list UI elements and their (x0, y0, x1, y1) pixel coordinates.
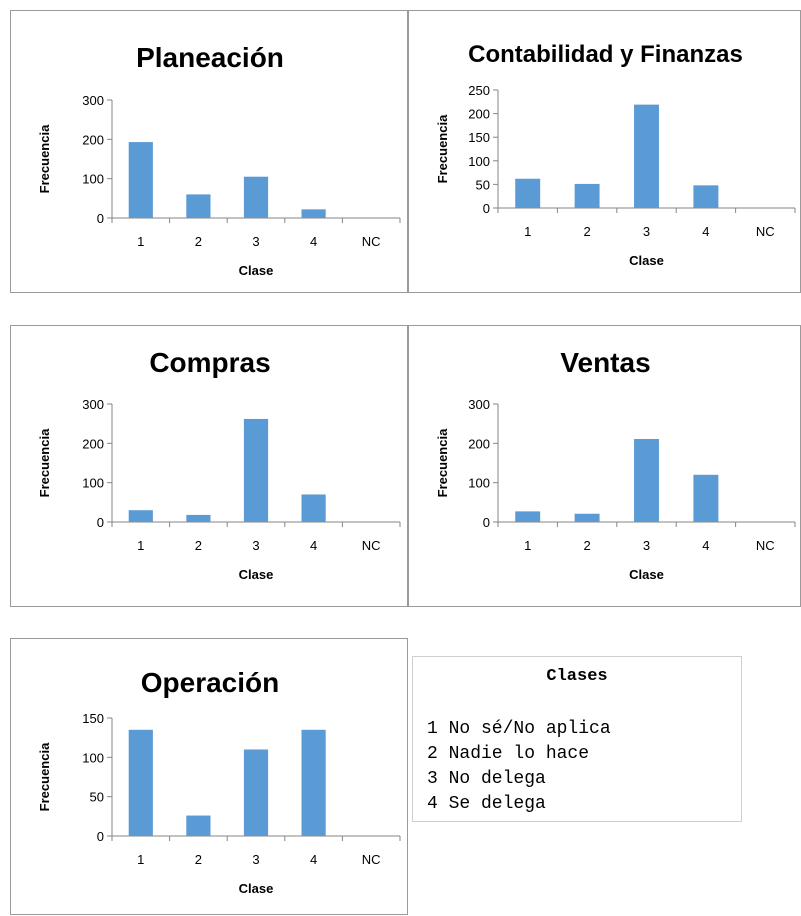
x-tick-label: 3 (252, 234, 259, 249)
y-tick-label: 150 (468, 130, 490, 145)
bar-1 (515, 178, 541, 208)
x-axis-label: Clase (629, 253, 664, 268)
bar-3 (243, 418, 269, 522)
y-axis-label: Frecuencia (37, 742, 52, 811)
x-tick-label: NC (756, 538, 775, 553)
chart-svg-ventas: Ventas 0 100 200 300 1 2 3 4 NC Clase Frecuencia (435, 347, 796, 582)
x-axis-label: Clase (239, 263, 274, 278)
clases-legend-box: Clases 1 No sé/No aplica 2 Nadie lo hace… (412, 656, 742, 822)
chart-svg-planeacion: Planeación 0 100 200 300 1 2 3 4 NC Clase Frecuenci… (37, 42, 401, 278)
x-axis-label: Clase (629, 567, 664, 582)
chart-panel-ventas: Ventas 0 100 200 300 1 2 3 4 NC Clase Frecuencia (408, 325, 801, 607)
y-tick-label: 100 (82, 172, 104, 187)
bar-4 (301, 209, 326, 218)
x-tick-label: 3 (252, 538, 259, 553)
y-tick-label: 300 (82, 93, 104, 108)
chart-panel-compras: Compras 0 100 200 300 1 2 3 4 NC Clase Frecuencia (10, 325, 408, 607)
y-tick-label: 100 (82, 750, 104, 765)
y-tick-label: 50 (476, 177, 490, 192)
y-tick-label: 200 (468, 107, 490, 122)
bar-1 (128, 729, 153, 836)
y-tick-label: 0 (97, 515, 104, 530)
x-tick-label: 4 (310, 852, 317, 867)
x-tick-label: 2 (583, 538, 590, 553)
y-tick-label: 250 (468, 83, 490, 98)
chart-svg-compras: Compras 0 100 200 300 1 2 3 4 NC Clase Frecuencia (37, 347, 401, 582)
legend-item-2: 2 Nadie lo hace (427, 744, 590, 764)
x-axis-label: Clase (239, 567, 274, 582)
chart-svg-contabilidad-y-finanzas: Contabilidad y Finanzas 0 50 100 150 200 250 1 2… (435, 41, 796, 268)
y-tick-label: 100 (82, 476, 104, 491)
x-tick-label: 3 (643, 224, 650, 239)
y-axis-label: Frecuencia (37, 124, 52, 193)
y-axis-label: Frecuencia (435, 114, 450, 183)
bar-3 (243, 176, 269, 218)
y-tick-label: 0 (97, 211, 104, 226)
x-tick-label: 2 (583, 224, 590, 239)
x-tick-label: NC (756, 224, 775, 239)
y-tick-label: 200 (82, 436, 104, 451)
y-tick-label: 100 (468, 476, 490, 491)
x-tick-label: 1 (524, 538, 531, 553)
chart-title: Compras (149, 347, 270, 378)
bar-1 (128, 510, 153, 522)
bar-3 (634, 104, 659, 208)
bar-4 (693, 185, 719, 208)
x-tick-label: 1 (524, 224, 531, 239)
bar-4 (693, 474, 719, 522)
x-tick-label: 2 (195, 538, 202, 553)
x-tick-label: 1 (137, 234, 144, 249)
legend-list: 1 No sé/No aplica 2 Nadie lo hace 3 No d… (427, 717, 611, 817)
y-tick-label: 300 (82, 397, 104, 412)
bar-2 (574, 513, 600, 522)
y-tick-label: 50 (90, 790, 104, 805)
chart-title: Ventas (560, 347, 650, 378)
chart-title: Operación (141, 667, 279, 698)
x-tick-label: 4 (702, 538, 709, 553)
bar-2 (186, 815, 211, 836)
bar-1 (128, 142, 153, 218)
bar-2 (574, 183, 600, 208)
x-tick-label: 1 (137, 852, 144, 867)
bar-1 (515, 511, 541, 522)
legend-title: Clases (546, 667, 608, 686)
x-tick-label: 4 (702, 224, 709, 239)
bar-3 (243, 749, 269, 836)
y-axis-label: Frecuencia (37, 428, 52, 497)
x-tick-label: NC (362, 234, 381, 249)
chart-panel-operacion: Operación 0 50 100 150 1 2 3 4 NC Clase Frecuencia (10, 638, 408, 915)
y-tick-label: 0 (97, 829, 104, 844)
x-tick-label: 4 (310, 538, 317, 553)
bar-3 (634, 439, 659, 522)
y-tick-label: 200 (82, 132, 104, 147)
y-tick-label: 200 (468, 436, 490, 451)
bar-2 (186, 514, 211, 522)
chart-title: Contabilidad y Finanzas (468, 41, 743, 68)
y-tick-label: 300 (468, 397, 490, 412)
x-tick-label: 3 (643, 538, 650, 553)
y-tick-label: 150 (82, 711, 104, 726)
x-tick-label: 3 (252, 852, 259, 867)
chart-panel-planeacion: Planeación 0 100 200 300 1 2 3 4 NC Clase Frecuenci… (10, 10, 408, 293)
legend-item-1: 1 No sé/No aplica (427, 719, 611, 739)
bar-4 (301, 494, 326, 522)
y-axis-label: Frecuencia (435, 428, 450, 497)
bar-2 (186, 194, 211, 218)
legend-item-4: 4 Se delega (427, 794, 546, 814)
y-tick-label: 100 (468, 154, 490, 169)
chart-panel-contabilidad-y-finanzas: Contabilidad y Finanzas 0 50 100 150 200 250 1 2… (408, 10, 801, 293)
x-axis-label: Clase (239, 881, 274, 896)
chart-title: Planeación (136, 42, 284, 73)
chart-svg-operacion: Operación 0 50 100 150 1 2 3 4 NC Clase Frecuencia (37, 667, 401, 896)
x-tick-label: 4 (310, 234, 317, 249)
x-tick-label: NC (362, 538, 381, 553)
y-tick-label: 0 (483, 201, 490, 216)
x-tick-label: 1 (137, 538, 144, 553)
y-tick-label: 0 (483, 515, 490, 530)
bar-4 (301, 729, 326, 836)
x-tick-label: 2 (195, 234, 202, 249)
legend-item-3: 3 No delega (427, 769, 546, 789)
x-tick-label: NC (362, 852, 381, 867)
x-tick-label: 2 (195, 852, 202, 867)
